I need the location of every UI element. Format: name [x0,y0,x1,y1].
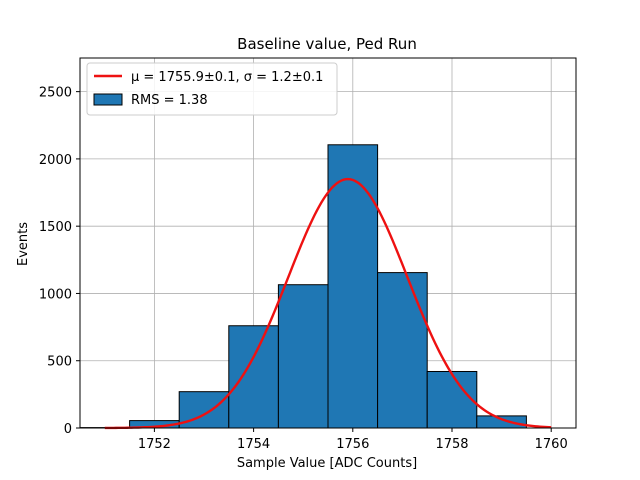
y-tick-label: 1500 [39,220,72,235]
y-tick-label: 1000 [39,287,72,302]
histogram-bar [228,325,279,429]
histogram-bar [476,415,527,429]
x-tick-label: 1758 [435,437,468,452]
x-tick-label: 1756 [336,437,369,452]
y-tick-label: 500 [47,355,72,370]
axis-ticks: 1752 1754 1756 1758 1760 0 500 1000 1500 2000 2500 [39,86,568,452]
gaussian-fit-line [104,177,552,430]
legend-fit-label: μ = 1755.9±0.1, σ = 1.2±0.1 [131,70,323,85]
histogram-bar [277,284,329,429]
y-tick-label: 2500 [39,86,72,101]
legend-histogram-swatch [93,93,123,106]
x-axis-title: Sample Value [ADC Counts] [237,456,417,471]
x-tick-label: 1752 [138,437,171,452]
legend-histogram-label: RMS = 1.38 [131,93,208,108]
x-tick-label: 1760 [535,437,568,452]
legend: μ = 1755.9±0.1, σ = 1.2±0.1 RMS = 1.38 [86,62,338,116]
y-tick-label: 2000 [39,153,72,168]
y-axis-title: Events [16,222,31,266]
legend-box [86,62,338,116]
y-tick-label: 0 [64,422,72,437]
chart-title: Baseline value, Ped Run [237,35,417,53]
histogram-bar [377,272,428,429]
fit-curve-layer [104,177,552,430]
histogram-bars [79,144,527,429]
histogram-bar [426,370,478,429]
histogram-bar [327,144,379,429]
plot-frame [79,57,577,429]
x-tick-label: 1754 [237,437,270,452]
